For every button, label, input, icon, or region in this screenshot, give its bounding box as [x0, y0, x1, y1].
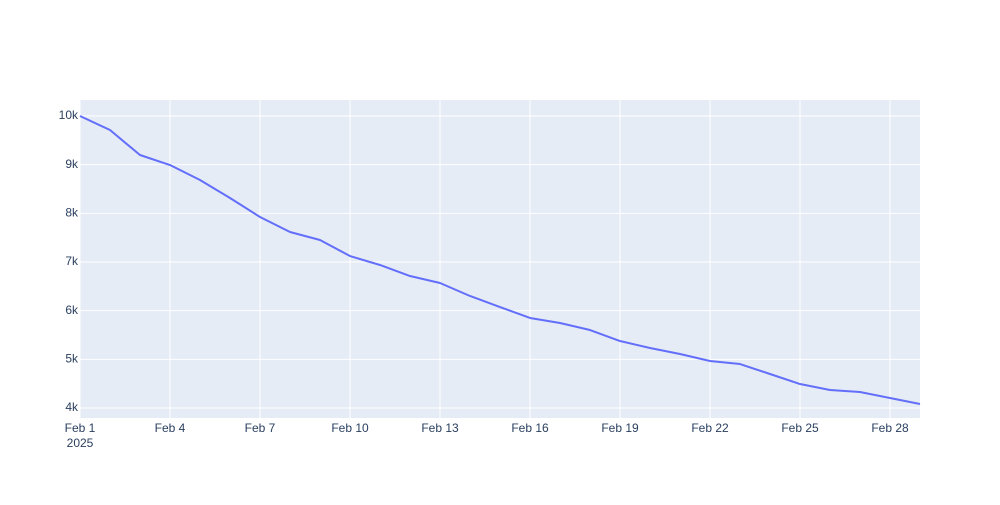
line-series	[79, 115, 921, 406]
x-tick-label: Feb 22	[691, 421, 729, 435]
x-tick-label: Feb 7	[245, 421, 276, 435]
x-year-label: 2025	[67, 436, 94, 450]
x-tick-label: Feb 10	[331, 421, 369, 435]
y-tick-label: 4k	[65, 400, 79, 414]
x-tick-label: Feb 16	[511, 421, 549, 435]
y-tick-label: 9k	[65, 157, 79, 171]
x-tick-label: Feb 19	[601, 421, 639, 435]
y-tick-label: 6k	[65, 303, 79, 317]
y-tick-label: 5k	[65, 352, 79, 366]
x-tick-label: Feb 4	[155, 421, 186, 435]
x-tick-label: Feb 25	[781, 421, 819, 435]
x-tick-label: Feb 1	[65, 421, 96, 435]
y-tick-label: 8k	[65, 206, 79, 220]
y-tick-label: 7k	[65, 254, 79, 268]
x-tick-label: Feb 13	[421, 421, 459, 435]
x-tick-label: Feb 28	[871, 421, 909, 435]
y-tick-label: 10k	[59, 108, 79, 122]
plot-area	[80, 100, 920, 418]
